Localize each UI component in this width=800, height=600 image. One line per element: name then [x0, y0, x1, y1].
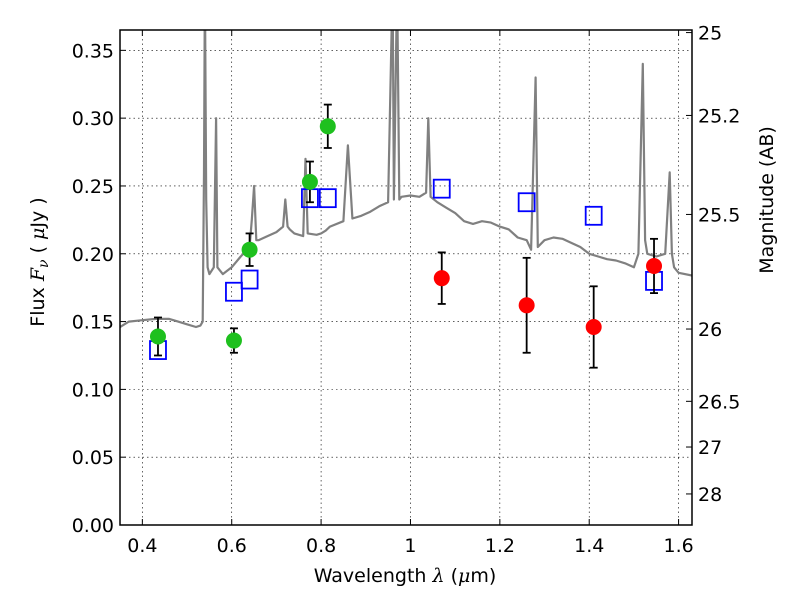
plot-frame — [119, 29, 693, 526]
observed-flux-point — [646, 257, 663, 274]
y-tick-label: 0.35 — [72, 40, 114, 62]
model-photometry-square — [240, 269, 259, 290]
x-tick-label: 1.2 — [485, 535, 515, 557]
y2-axis-title: Magnitude (AB) — [756, 126, 778, 274]
observed-flux-point — [301, 173, 318, 190]
model-spectrum-line — [120, 30, 692, 329]
model-photometry-square — [584, 205, 603, 226]
x-tick-label: 1 — [404, 535, 416, 557]
model-photometry-square — [318, 188, 337, 209]
y-axis-title: Flux Fν ( μJy ) — [27, 197, 52, 326]
plot-series — [120, 30, 692, 369]
x-axis-title: Wavelength λ (μm) — [314, 565, 497, 587]
y-tick-label: 0.15 — [72, 312, 114, 334]
y-tick-label: 0.10 — [72, 379, 114, 401]
model-photometry-square — [225, 281, 243, 302]
y2-tick-label: 26.5 — [698, 391, 740, 413]
y-tick-label: 0.20 — [72, 244, 114, 266]
model-photometry-square — [432, 178, 451, 199]
observed-flux-point — [225, 332, 242, 349]
observed-flux-point — [433, 270, 450, 287]
x-tick-label: 0.8 — [306, 535, 336, 557]
x-tick-label: 0.4 — [127, 535, 157, 557]
x-tick-label: 1.6 — [663, 535, 693, 557]
x-tick-label: 0.6 — [217, 535, 247, 557]
y2-tick-label: 28 — [698, 484, 722, 506]
y-tick-label: 0.05 — [72, 447, 114, 469]
model-photometry-square — [517, 192, 536, 213]
observed-flux-point — [319, 118, 336, 135]
x-tick-label: 1.4 — [574, 535, 604, 557]
observed-flux-point — [149, 328, 166, 345]
axis-ticks: 0.4 0.6 0.8 1 1.2 1.4 1.6 0.00 0.05 0.10 0.15 0.20 0… — [72, 23, 741, 557]
y2-tick-label: 25.2 — [698, 105, 740, 127]
y2-tick-label: 27 — [698, 437, 722, 459]
y-tick-label: 0.00 — [72, 515, 114, 537]
y-tick-label: 0.30 — [72, 108, 114, 130]
y2-tick-label: 25 — [698, 23, 722, 45]
y2-tick-label: 25.5 — [698, 204, 740, 226]
y2-tick-label: 26 — [698, 319, 722, 341]
observed-flux-point — [241, 241, 258, 258]
y-tick-label: 0.25 — [72, 176, 114, 198]
observed-flux-point — [518, 297, 535, 314]
observed-flux-point — [585, 319, 602, 335]
